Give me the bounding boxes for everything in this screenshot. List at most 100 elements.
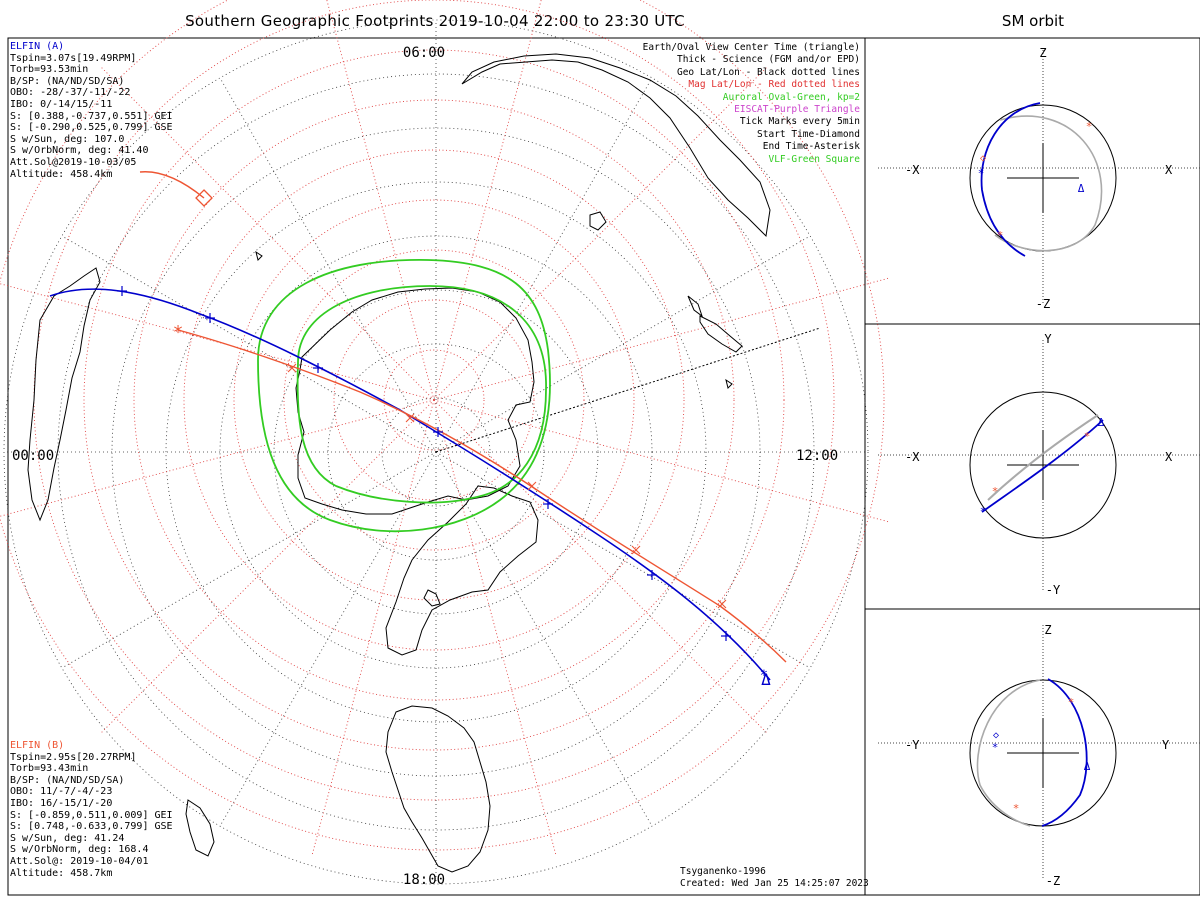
elfin-b-tick [631,545,641,555]
geo-lon-line [435,451,652,825]
elfin-b-track [177,329,787,663]
svg-text:*: * [980,505,987,518]
svg-text:*: * [1068,696,1075,709]
mag-lon-line [101,67,435,401]
geo-lon-line [220,451,437,825]
orbit-xz-z: Z [1039,46,1046,60]
legend-item: Mag Lat/Lon - Red dotted lines [688,79,860,91]
antarctica-coast [295,287,535,515]
mag-lon-line [326,0,435,401]
legend: Earth/Oval View Center Time (triangle) T… [643,42,860,166]
mag-lon-line [433,67,767,401]
orbit-yz-y: Y [1162,738,1170,752]
mag-lon-line [101,399,435,733]
elfin-b-title: ELFIN (B) [10,740,65,751]
south-georgia-coast [423,589,441,607]
island-small-2 [725,378,733,389]
geo-lat-circle [57,73,815,831]
orbit-panel-xz: Z -Z -X X Δ * * * ◇ [878,46,1200,311]
lt-label-right: 12:00 [796,448,838,464]
elfin-b-start-diamond [195,189,213,207]
mag-lat-circle [0,0,885,851]
mag-lat-circle [383,349,485,451]
lt-label-left: 00:00 [12,448,54,464]
legend-item: Auroral Oval-Green, kp=2 [722,91,860,103]
orbit-grey-xz [994,115,1103,252]
mag-lon-line [0,399,435,517]
view-center-line [435,327,821,453]
footer-created: Created: Wed Jan 25 14:25:07 2023 [680,878,869,889]
orbit-xy-mx: -X [905,450,920,464]
svg-text:◇: ◇ [980,153,986,164]
orbit-yz-mz: -Z [1046,874,1060,888]
mag-lon-line [433,399,557,855]
orbit-xz-mx: -X [905,163,920,177]
orbit-blue-xy [981,419,1104,513]
svg-text:◇: ◇ [993,730,999,741]
geo-lon-line [435,236,809,453]
elfin-b-info: ELFIN (B) Tspin=2.95s[20.27RPM] Torb=93.… [10,740,173,879]
tasmania-coast [589,211,607,231]
orbit-frame [864,37,1200,896]
orbit-grey-yz [976,679,1041,827]
elfin-b-tick [287,363,297,373]
svg-text:Δ: Δ [1084,760,1091,773]
svg-text:Δ: Δ [1098,416,1105,429]
elfin-a-track [49,288,771,681]
svg-text:*: * [1084,430,1091,443]
orbit-panel-title: SM orbit [1001,12,1065,30]
elfin-a-end-asterisk: * [760,668,768,684]
madagascar-coast [185,799,215,857]
coastlines [27,53,771,873]
legend-item: Earth/Oval View Center Time (triangle) [642,42,860,53]
island-small-1 [255,250,263,261]
mag-lon-line [433,399,767,733]
geo-lon-line [220,79,437,453]
legend-item: EISCAT-Purple Triangle [734,104,860,116]
mag-lat-circle [233,199,635,601]
orbit-yz-z: Z [1044,623,1051,637]
auroral-oval-inner [296,285,547,504]
elfin-b-tick [405,413,415,423]
footer: Tsyganenko-1996 Created: Wed Jan 25 14:2… [680,866,869,890]
elfin-b-tick [717,599,727,609]
geo-lon-line [435,451,809,668]
elfin-a-center-triangle: Δ [761,670,771,689]
geo-lat-circle [3,19,869,885]
geo-lat-circle [381,397,491,507]
legend-item: Start Time-Diamond [757,128,860,140]
mag-lon-line [311,399,435,855]
mag-lon-line [433,399,889,523]
mag-lat-circle [183,149,685,651]
orbit-panel-yz: Z -Z -Y Y Δ * * * ◇ [878,623,1200,888]
mag-lat-circle [283,249,585,551]
mag-lat-circle [83,49,785,751]
chart-title: Southern Geographic Footprints 2019-10-0… [185,12,685,30]
legend-item: Tick Marks every 5min [739,116,860,128]
lt-label-top: 06:00 [403,45,445,61]
svg-text:*: * [1086,120,1093,133]
legend-item: Geo Lat/Lon - Black dotted lines [676,66,860,78]
track-layer: *Δ* [49,171,787,689]
south-america-coast [385,485,539,656]
elfin-a-title: ELFIN (A) [10,41,65,52]
orbit-xz-mz: -Z [1036,297,1050,311]
grid-layer [0,0,889,885]
svg-text:*: * [992,485,999,498]
mag-lat-circle [33,0,835,801]
lt-label-bottom: 18:00 [403,872,445,888]
mag-lat-circle [133,99,735,701]
africa-coast [385,705,491,873]
orbit-yz-my: -Y [905,738,920,752]
orbit-xz-x: X [1165,163,1173,177]
south-american-tip-coast [27,267,101,522]
auroral-oval-outer [257,259,551,533]
mag-lon-line [0,283,435,401]
mag-lat-circle [333,299,535,501]
legend-item: VLF-Green Square [768,153,860,165]
elfin-b-tick [527,481,537,491]
svg-text:Δ: Δ [1078,182,1085,195]
auroral-oval-layer [257,259,551,533]
elfin-b-end-asterisk: * [173,322,184,343]
australia-coast [461,53,771,238]
